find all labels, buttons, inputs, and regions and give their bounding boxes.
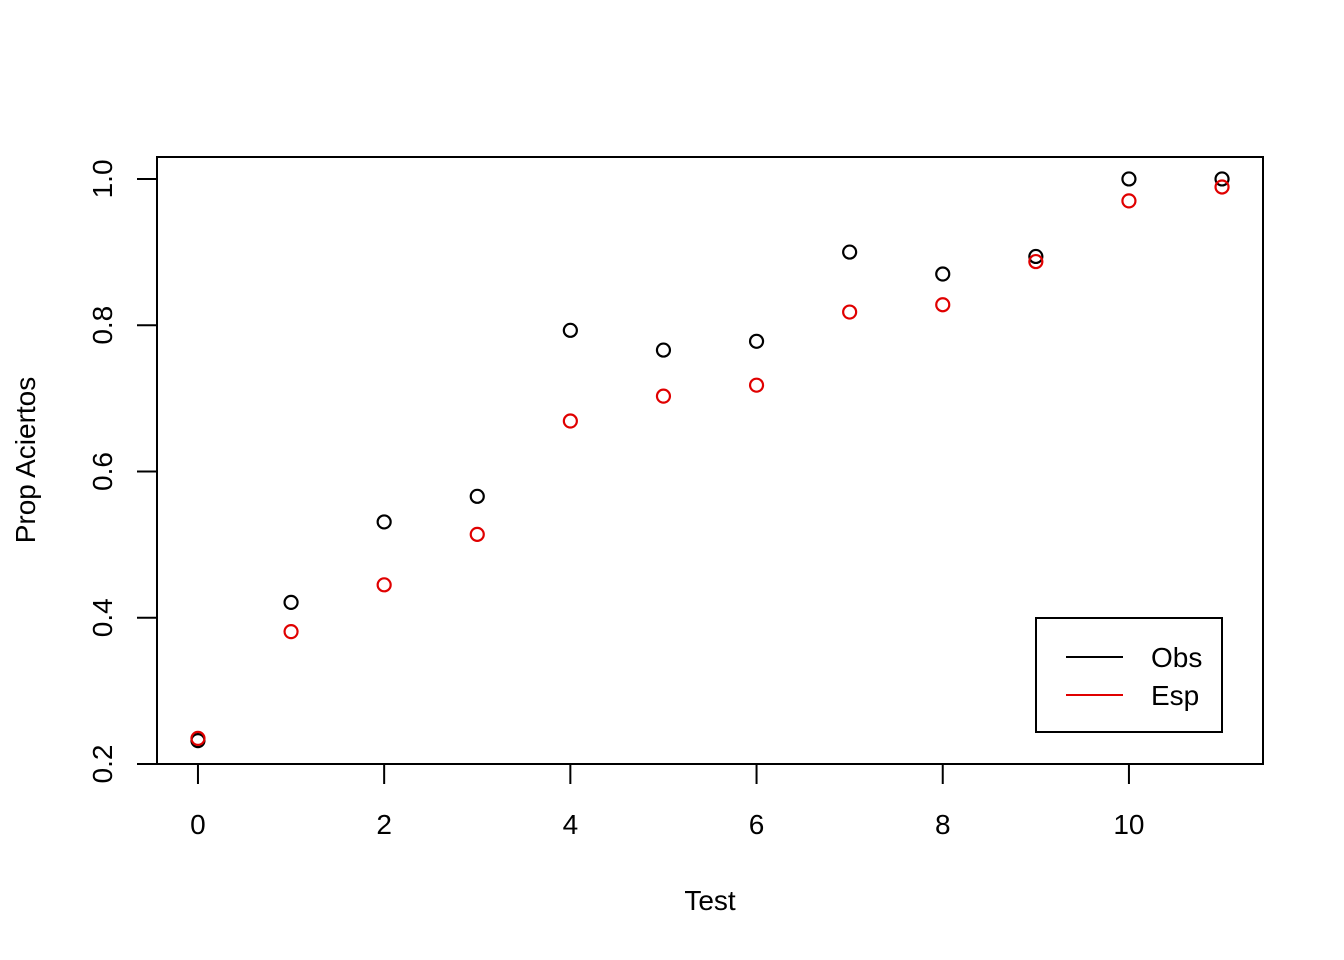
point-esp [190,730,206,747]
point-esp [1028,253,1044,270]
legend-label-esp: Esp [1151,680,1199,711]
legend: Obs Esp [1035,617,1223,733]
legend-label-obs: Obs [1151,642,1202,673]
point-esp [935,297,951,313]
point-esp [283,624,299,640]
point-obs [283,594,299,610]
point-obs [1028,248,1044,265]
point-esp [1214,179,1230,195]
y-tick-label: 0.8 [87,306,118,345]
x-tick-label: 6 [749,809,765,840]
point-esp [469,526,485,542]
point-esp [655,388,672,404]
x-tick-label: 8 [935,809,951,840]
legend-box [1035,617,1223,733]
point-obs [376,514,392,530]
point-esp [376,577,392,593]
x-axis: 0 2 4 6 8 10 [190,763,1145,840]
point-esp [842,304,858,320]
x-tick-label: 0 [190,809,206,840]
data-points [190,171,1230,749]
point-obs [1121,171,1137,187]
x-axis-title: Test [684,885,736,916]
x-tick-label: 4 [563,809,579,840]
point-esp [562,413,578,429]
y-tick-label: 0.4 [87,598,118,637]
point-esp [1121,193,1137,209]
y-tick-label: 0.2 [87,745,118,784]
y-axis-title: Prop Aciertos [10,377,41,544]
point-obs [748,333,765,349]
y-axis: 0.2 0.4 0.6 0.8 1.0 [87,159,158,784]
point-obs [469,488,485,504]
point-obs [935,266,951,282]
y-tick-label: 1.0 [87,159,118,198]
x-tick-label: 2 [376,809,392,840]
point-esp [748,377,765,393]
point-obs [562,322,578,338]
x-tick-label: 10 [1113,809,1144,840]
point-obs [655,342,672,358]
point-obs [842,244,858,260]
y-tick-label: 0.6 [87,452,118,491]
point-obs [1214,171,1230,187]
